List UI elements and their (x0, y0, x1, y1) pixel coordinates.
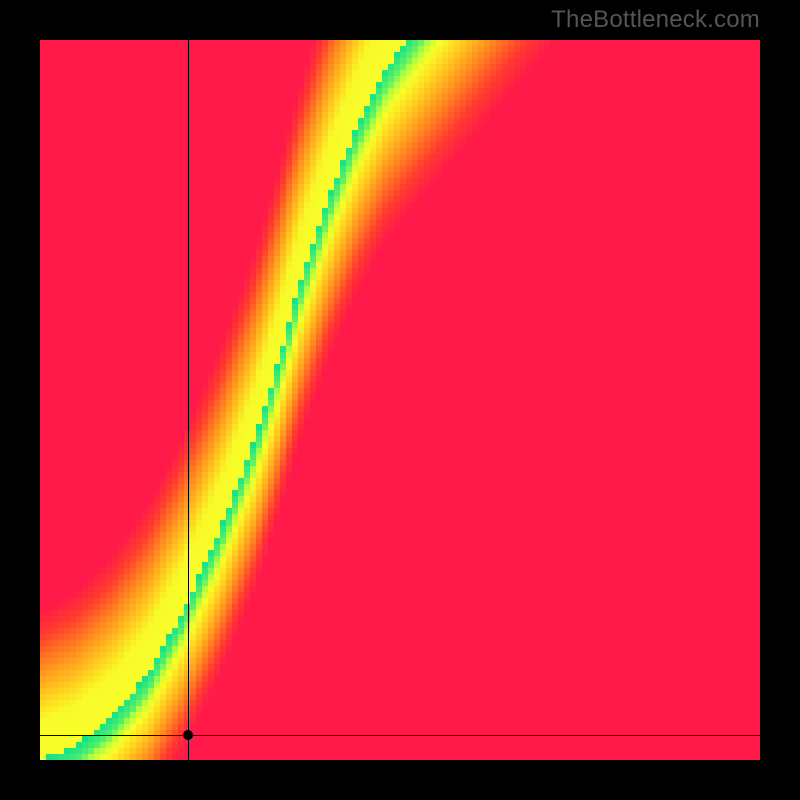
crosshair-horizontal (40, 735, 760, 736)
crosshair-vertical (188, 40, 189, 760)
bottleneck-heatmap (40, 40, 760, 760)
outer-frame: TheBottleneck.com (0, 0, 800, 800)
watermark-text: TheBottleneck.com (551, 6, 760, 34)
crosshair-marker (183, 730, 193, 740)
plot-area (40, 40, 760, 760)
